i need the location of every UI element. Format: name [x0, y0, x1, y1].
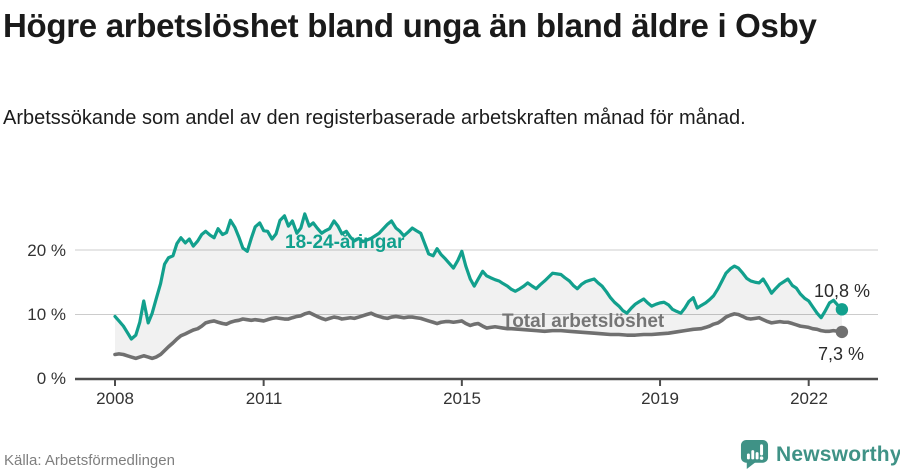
- series-label-youth: 18-24-åringar: [285, 232, 405, 253]
- page-title: Högre arbetslöshet bland unga än bland ä…: [3, 7, 817, 44]
- newsworthy-logo-icon: [740, 440, 769, 469]
- newsworthy-logo-text: Newsworthy: [776, 442, 900, 466]
- source-credit: Källa: Arbetsförmedlingen: [4, 452, 175, 469]
- x-tick-2019: 2019: [641, 389, 679, 408]
- x-tick-2022: 2022: [790, 389, 828, 408]
- y-tick-10: 10 %: [27, 305, 66, 324]
- end-value-total: 7,3 %: [817, 344, 864, 364]
- y-tick-0: 0 %: [36, 369, 66, 388]
- x-tick-2011: 2011: [245, 389, 283, 408]
- newsworthy-logo[interactable]: Newsworthy: [740, 439, 900, 470]
- x-tick-2015: 2015: [443, 389, 481, 408]
- x-tick-2008: 2008: [96, 389, 134, 408]
- series-label-total: Total arbetslöshet: [502, 311, 665, 332]
- y-tick-20: 20 %: [27, 241, 66, 260]
- chart-subtitle: Arbetssökande som andel av den registerb…: [3, 107, 746, 129]
- end-value-youth: 10,8 %: [813, 281, 870, 301]
